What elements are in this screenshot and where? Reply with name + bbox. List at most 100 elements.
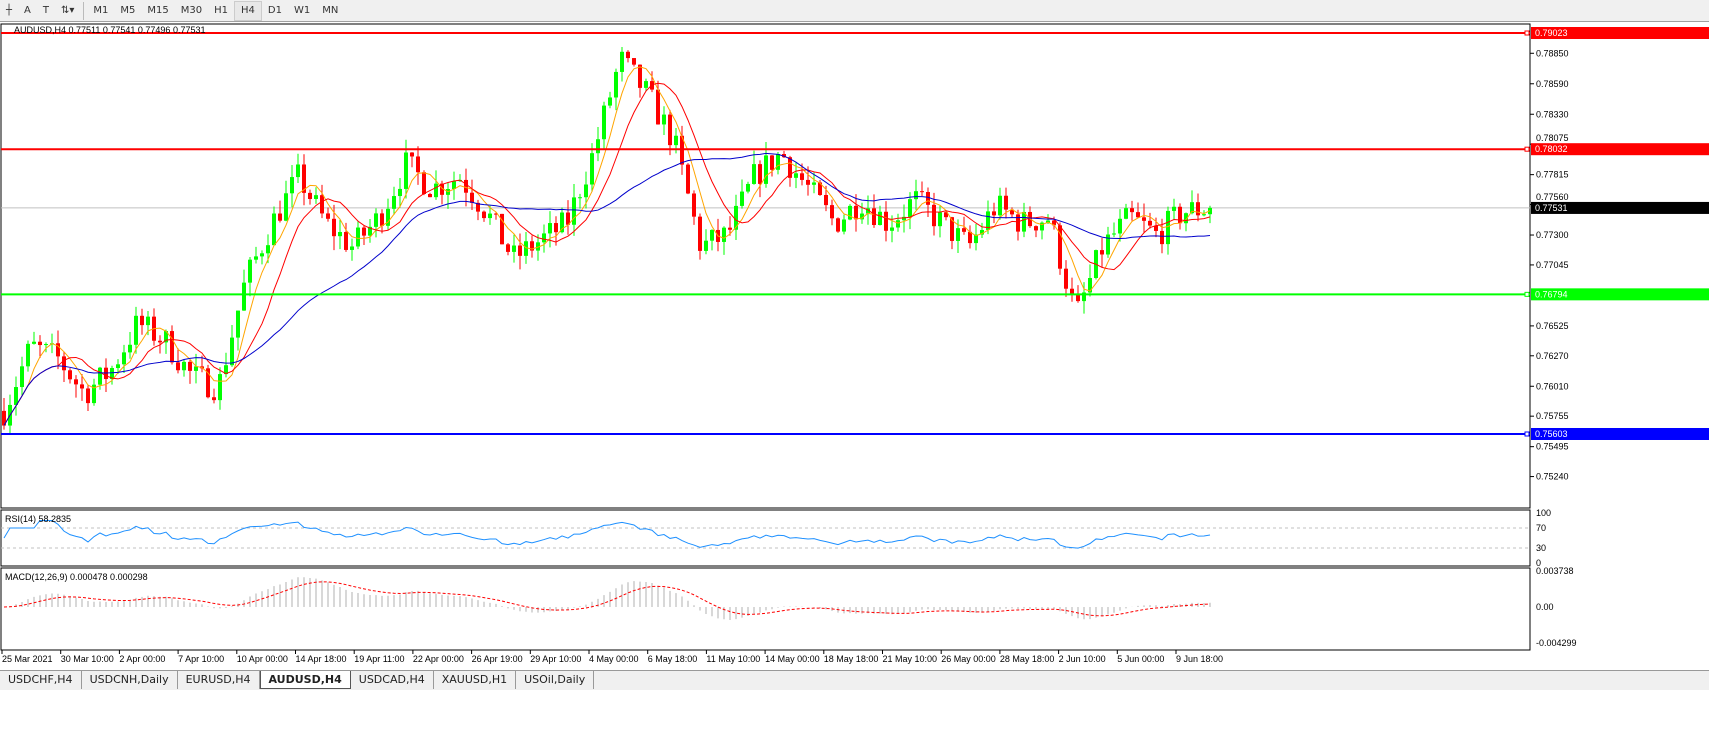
rsi-axis-label: 70 (1536, 523, 1546, 533)
candle-body (752, 164, 756, 184)
price-tick-label: 0.78850 (1536, 48, 1569, 58)
candle-body (572, 197, 576, 225)
candle-body (542, 233, 546, 243)
candle-body (1160, 230, 1164, 245)
time-axis-label: 9 Jun 18:00 (1176, 654, 1223, 664)
macd-label: MACD(12,26,9) 0.000478 0.000298 (5, 572, 148, 582)
timeframe-m5[interactable]: M5 (120, 5, 136, 16)
candle-body (1004, 195, 1008, 210)
time-axis-label: 7 Apr 10:00 (178, 654, 224, 664)
candle-body (638, 64, 642, 88)
candle-body (662, 114, 666, 125)
price-tick-label: 0.76010 (1536, 381, 1569, 391)
timeframe-m1[interactable]: M1 (93, 5, 109, 16)
rsi-label: RSI(14) 58.2835 (5, 514, 71, 524)
price-tick-label: 0.77045 (1536, 260, 1569, 270)
candle-body (92, 384, 96, 404)
price-label-bg (1531, 27, 1709, 39)
candle-body (314, 195, 318, 199)
timeframe-h1[interactable]: H1 (214, 5, 228, 16)
candle-body (80, 384, 84, 389)
candle-body (1064, 268, 1068, 289)
candle-body (206, 368, 210, 398)
candle-body (452, 181, 456, 189)
candle-body (404, 152, 408, 189)
candle-body (938, 212, 942, 227)
symbol-tab[interactable]: AUDUSD,H4 (259, 671, 351, 689)
chart-header: AUDUSD,H4 0.77511 0.77541 0.77496 0.7753… (14, 25, 205, 35)
candle-body (224, 365, 228, 375)
timeframe-mn[interactable]: MN (322, 5, 339, 16)
price-tick-label: 0.75495 (1536, 442, 1569, 452)
price-tick-label: 0.78075 (1536, 133, 1569, 143)
candle-body (932, 204, 936, 227)
candle-body (548, 223, 552, 234)
time-axis-label: 30 Mar 10:00 (61, 654, 114, 664)
price-label-bg (1531, 288, 1709, 301)
line-handle (1524, 291, 1530, 297)
timeframe-m30[interactable]: M30 (180, 5, 203, 16)
candle-body (1082, 292, 1086, 302)
price-chart[interactable]: 0.78850 0.78590 0.78330 0.78075 0.77815 0.775… (0, 22, 1709, 670)
symbol-tabs: USDCHF,H4 USDCNH,Daily EURUSD,H4 AUDUSD,H4 U… (0, 670, 1709, 690)
time-axis-label: 26 May 00:00 (941, 654, 996, 664)
candle-body (1100, 250, 1104, 255)
symbol-tab[interactable]: USOil,Daily (516, 671, 595, 689)
price-tick-label: 0.75755 (1536, 411, 1569, 421)
macd-signal-line (3, 581, 1211, 617)
timeframe-h4[interactable]: H4 (234, 0, 262, 21)
current-price-label: 0.77531 (1535, 203, 1568, 213)
candle-body (968, 231, 972, 244)
candle-body (1016, 214, 1020, 232)
candle-body (350, 246, 354, 250)
time-axis-label: 18 May 18:00 (824, 654, 879, 664)
text-label-tool-button[interactable]: T (42, 5, 49, 16)
timeframe-d1[interactable]: D1 (267, 5, 282, 16)
timeframe-w1[interactable]: W1 (293, 5, 311, 16)
candle-body (524, 241, 528, 256)
symbol-tab[interactable]: USDCHF,H4 (0, 671, 82, 689)
candle-body (194, 366, 198, 371)
candle-body (1142, 217, 1146, 221)
candle-body (722, 227, 726, 242)
candle-body (770, 155, 774, 170)
candle-body (518, 245, 522, 256)
candle-body (110, 368, 114, 379)
candle-body (788, 157, 792, 178)
candle-body (296, 164, 300, 178)
candle-body (692, 193, 696, 217)
text-tool-button[interactable]: A (24, 5, 31, 16)
symbol-tab[interactable]: USDCAD,H4 (351, 671, 434, 689)
candle-body (1106, 234, 1110, 255)
candle-body (686, 164, 690, 194)
candle-body (302, 164, 306, 193)
timeframe-m15[interactable]: M15 (147, 5, 169, 16)
candle-body (1112, 233, 1116, 235)
candle-body (326, 213, 330, 219)
candle-body (710, 229, 714, 241)
toolbar: ┼ A T ⇅▾ M1 M5 M15 M30 H1 H4 D1 W1 MN (0, 0, 1709, 22)
symbol-tab[interactable]: EURUSD,H4 (178, 671, 260, 689)
candle-body (590, 153, 594, 185)
candle-body (992, 211, 996, 216)
ma-5-line (3, 66, 1211, 426)
candle-body (14, 387, 18, 405)
candle-body (800, 173, 804, 180)
candle-body (254, 256, 258, 260)
symbol-tab[interactable]: USDCNH,Daily (82, 671, 178, 689)
price-tick-label: 0.76525 (1536, 321, 1569, 331)
rsi-pane-frame (0, 509, 1531, 567)
crosshair-icon[interactable]: ┼ (6, 5, 13, 16)
symbol-tab[interactable]: XAUUSD,H1 (434, 671, 517, 689)
candle-body (794, 173, 798, 178)
candle-body (818, 182, 822, 195)
candle-body (950, 217, 954, 241)
arrows-tool-icon[interactable]: ⇅▾ (60, 5, 75, 16)
candle-body (998, 195, 1002, 216)
candle-body (812, 182, 816, 185)
candle-body (728, 227, 732, 230)
candle-body (1154, 225, 1158, 231)
candle-body (956, 228, 960, 241)
candle-body (668, 114, 672, 146)
candle-body (854, 205, 858, 220)
